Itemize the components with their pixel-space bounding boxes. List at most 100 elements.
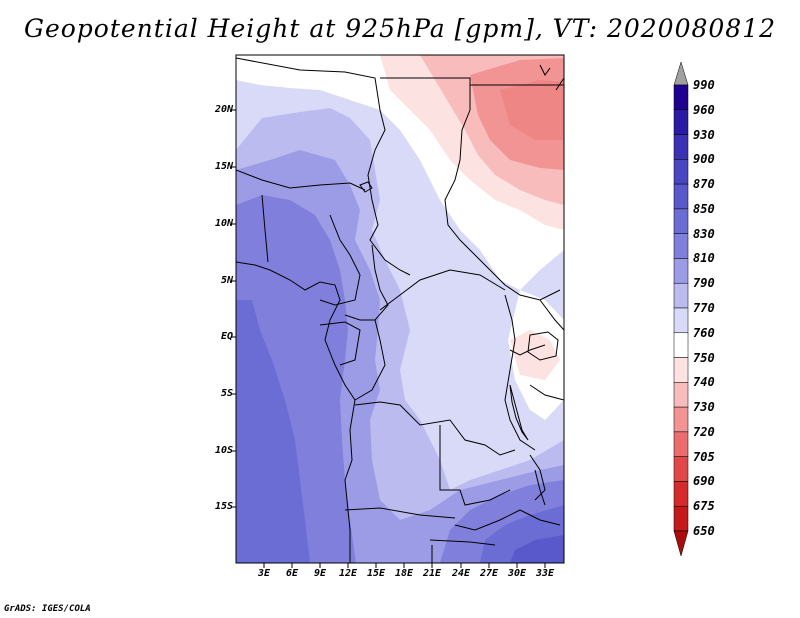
x-tick-label: 15E [366, 568, 386, 579]
border-rwanda-burundi [509, 344, 546, 356]
colorbar-cell [673, 406, 689, 433]
border-uganda-kenya [539, 299, 564, 331]
border-niger-nigeria [236, 169, 366, 191]
colorbar-label: 720 [693, 424, 715, 439]
x-tick-label: 3E [257, 568, 271, 579]
colorbar-cell [673, 357, 689, 383]
colorbar-label: 870 [693, 177, 715, 192]
colorbar-cell [673, 208, 689, 234]
y-tick-label: 10S [214, 445, 233, 456]
border-namibia-botswana [429, 539, 496, 546]
colorbar-label: 930 [693, 127, 715, 142]
border-angola-zambia [439, 425, 511, 506]
field-730-740 [470, 58, 564, 170]
colorbar-label: 810 [693, 251, 715, 266]
colorbar-label: 770 [693, 301, 715, 315]
x-tick-label: 33E [535, 568, 555, 579]
x-tick-label: 27E [479, 568, 499, 579]
x-tick-label: 6E [285, 568, 299, 579]
border-chad-sudan [367, 109, 411, 276]
field-750-760-lakes [510, 330, 560, 380]
colorbar-cell [673, 332, 689, 358]
colorbar-cell [673, 159, 689, 185]
colorbar-label: 705 [693, 449, 715, 464]
border-zambia-zimbabwe [454, 509, 521, 531]
coastline-gulf-of-suez [539, 64, 551, 76]
border-drc-east [504, 294, 536, 451]
field-850-870-west [236, 300, 310, 563]
colorbar-label: 650 [693, 524, 715, 538]
colorbar-top-arrow [673, 61, 689, 86]
colorbar-label: 900 [693, 152, 715, 167]
lake-victoria [527, 331, 559, 361]
border-sudan-eastern [444, 109, 561, 301]
height-field [236, 55, 564, 563]
border-libya-sudan [380, 77, 471, 110]
x-tick-label: 30E [507, 568, 527, 579]
colorbar-label: 960 [693, 102, 715, 117]
border-congo-drc [354, 319, 386, 401]
x-tick-label: 18E [394, 568, 414, 579]
y-tick-label: 10N [214, 218, 233, 229]
border-gabon-congo [319, 321, 361, 366]
x-tick-label: 21E [422, 568, 442, 579]
lake-chad [359, 181, 373, 193]
colorbar-cell [673, 109, 689, 135]
map-frame [235, 54, 565, 564]
colorbar-label: 990 [693, 78, 715, 92]
colorbar-cell [673, 258, 689, 284]
x-tick-label: 12E [338, 568, 358, 579]
coastline-west-africa [236, 261, 356, 563]
colorbar-cell [673, 505, 689, 532]
colorbar-label: 790 [693, 276, 715, 291]
y-tick-label: 20N [214, 104, 233, 115]
y-tick-label: 15N [214, 161, 233, 172]
y-ticks [231, 109, 236, 508]
colorbar-cell [673, 282, 689, 309]
colorbar-label: 830 [693, 226, 715, 241]
colorbar-cell [673, 134, 689, 160]
field-720-730 [500, 80, 564, 140]
y-tick-label: 15S [214, 501, 233, 512]
lake-tanganyika [509, 384, 529, 441]
colorbar-cell [673, 84, 689, 111]
colorbar [673, 61, 689, 557]
colorbar-cell [673, 431, 689, 457]
border-cameroon-car [344, 244, 389, 321]
border-drc-angola [354, 401, 516, 456]
chart-title: Geopotential Height at 925hPa [gpm], VT:… [23, 14, 777, 43]
border-zimbabwe-mozambique [519, 509, 561, 526]
border-car-south [379, 269, 506, 311]
x-tick-label: 24E [451, 568, 471, 579]
colorbar-label: 740 [693, 375, 715, 390]
credit-text: GrADS: IGES/COLA [4, 604, 91, 614]
colorbar-label: 760 [693, 325, 715, 340]
colorbar-cell [673, 456, 689, 482]
x-tick-label: 9E [313, 568, 327, 579]
border-tanzania [529, 384, 564, 401]
x-ticks [263, 563, 546, 568]
colorbar-label: 675 [693, 499, 715, 514]
colorbar-label: 750 [693, 350, 715, 365]
colorbar-cell [673, 382, 689, 408]
colorbar-label: 850 [693, 201, 715, 216]
colorbar-bottom-arrow [673, 530, 689, 557]
lake-malawi [534, 469, 546, 506]
colorbar-cell [673, 481, 689, 507]
colorbar-cell [673, 307, 689, 334]
border-nigeria-cameroon [319, 214, 361, 306]
border-libya-chad [236, 57, 381, 111]
country-borders [236, 57, 564, 563]
border-benin-nigeria [261, 194, 269, 263]
colorbar-cell [673, 233, 689, 259]
field-870-900 [510, 535, 564, 563]
border-malawi [529, 454, 546, 501]
colorbar-label: 690 [693, 474, 715, 489]
border-angola-namibia [344, 507, 456, 519]
colorbar-cell [673, 183, 689, 210]
coastline-red-sea [555, 77, 564, 91]
colorbar-label: 730 [693, 400, 715, 415]
y-tick-label: 5N [220, 275, 233, 286]
y-tick-label: 5S [220, 388, 233, 399]
